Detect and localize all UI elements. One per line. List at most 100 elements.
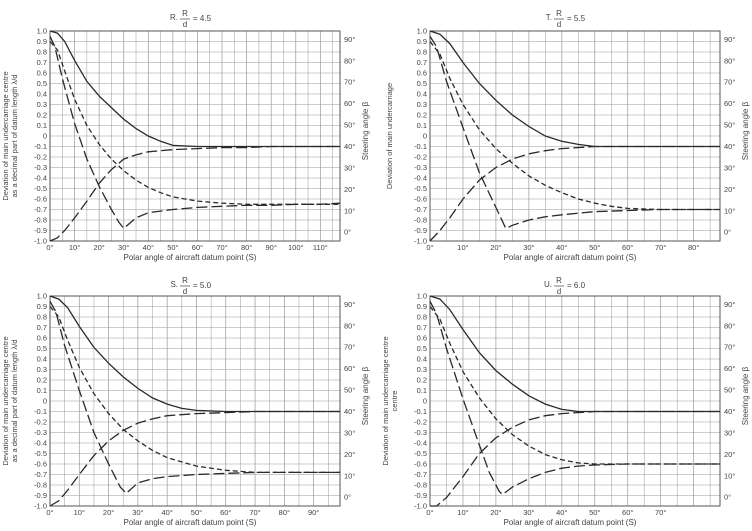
y-tick-label: 1.0 — [417, 292, 427, 301]
right-tick-label: 20° — [344, 450, 355, 459]
y-tick-label: 0.8 — [37, 313, 47, 322]
x-tick-label: 60° — [220, 508, 231, 517]
x-tick-label: 40° — [161, 508, 172, 517]
y-tick-label: 0.7 — [37, 323, 47, 332]
y-tick-label: -0.4 — [34, 174, 47, 183]
y-tick-label: -0.1 — [34, 407, 47, 416]
y-tick-label: 0.7 — [37, 58, 47, 67]
y-tick-label: -0.8 — [34, 216, 47, 225]
x-tick-label: 60° — [192, 243, 203, 252]
right-tick-label: 60° — [724, 364, 735, 373]
right-axis-label: Steering angle β — [741, 366, 750, 425]
y-tick-label: -1.0 — [414, 237, 427, 246]
x-tick-label: 70° — [655, 243, 666, 252]
right-tick-label: 30° — [344, 428, 355, 437]
y-axis-label-line: Deviation of main undercarriage centre — [1, 71, 10, 200]
y-tick-label: 0.8 — [417, 313, 427, 322]
y-tick-label: 0.3 — [417, 365, 427, 374]
right-axis-label: Steering angle β — [361, 101, 370, 160]
right-tick-label: 10° — [344, 206, 355, 215]
x-tick-label: 100° — [288, 243, 304, 252]
y-tick-label: -0.9 — [34, 491, 47, 500]
x-tick-label: 20° — [103, 508, 114, 517]
y-tick-label: 0.2 — [417, 376, 427, 385]
x-tick-label: 80° — [279, 508, 290, 517]
right-tick-label: 30° — [724, 163, 735, 172]
y-tick-label: -0.1 — [414, 142, 427, 151]
x-tick-label: 0° — [46, 508, 53, 517]
x-tick-label: 40° — [143, 243, 154, 252]
x-tick-label: 0° — [426, 243, 433, 252]
y-tick-label: 0.6 — [417, 69, 427, 78]
right-tick-label: 0° — [344, 228, 351, 237]
right-tick-label: 0° — [724, 493, 731, 502]
right-tick-label: 40° — [344, 142, 355, 151]
y-tick-label: -0.8 — [34, 481, 47, 490]
ratio-numerator: R — [182, 9, 188, 18]
y-tick-label: 0.2 — [417, 111, 427, 120]
x-tick-label: 20° — [490, 243, 501, 252]
y-tick-label: -0.6 — [414, 195, 427, 204]
y-tick-label: -0.4 — [414, 174, 427, 183]
y-tick-label: 0.3 — [417, 100, 427, 109]
right-tick-label: 60° — [724, 99, 735, 108]
y-tick-label: 0.4 — [417, 355, 427, 364]
x-tick-label: 110° — [313, 243, 328, 252]
right-tick-label: 70° — [344, 78, 355, 87]
y-axis-label-line: Deviation of main undercarriage centre — [381, 336, 390, 465]
y-tick-label: 0.1 — [37, 386, 47, 395]
plot-frame — [49, 30, 341, 242]
series-line-2 — [49, 306, 340, 474]
right-tick-label: 50° — [724, 386, 735, 395]
y-axis-label-line: as a decimal part of datum length λ/d — [10, 75, 19, 198]
right-tick-label: 20° — [724, 185, 735, 194]
x-tick-label: 50° — [191, 508, 202, 517]
x-tick-label: 80° — [241, 243, 252, 252]
ratio-numerator: R — [556, 9, 562, 18]
y-axis-label-line: Deviation of main undercarriage — [385, 83, 394, 189]
ratio-value: = 5.0 — [193, 281, 212, 290]
right-tick-label: 50° — [344, 121, 355, 130]
x-tick-label: 30° — [118, 243, 129, 252]
y-tick-label: 0.1 — [417, 121, 427, 130]
x-tick-label: 20° — [490, 508, 501, 517]
right-tick-label: 40° — [724, 142, 735, 151]
y-tick-label: 0.9 — [37, 37, 47, 46]
y-tick-label: 0 — [43, 132, 47, 141]
ratio-numerator: R — [556, 276, 562, 285]
chart-panel-2: 1.00.90.80.70.60.50.40.30.20.10-0.1-0.2-… — [385, 9, 750, 262]
x-tick-label: 90° — [308, 508, 319, 517]
y-tick-label: -0.7 — [414, 205, 427, 214]
right-tick-label: 70° — [724, 78, 735, 87]
y-tick-label: 0.9 — [417, 37, 427, 46]
right-tick-label: 10° — [724, 206, 735, 215]
ratio-denominator: d — [183, 287, 187, 296]
y-tick-label: -0.6 — [414, 460, 427, 469]
y-tick-label: -0.5 — [414, 449, 427, 458]
y-tick-label: -0.3 — [414, 428, 427, 437]
chart-panel-4: 1.00.90.80.70.60.50.40.30.20.10-0.1-0.2-… — [381, 276, 750, 527]
right-tick-label: 10° — [724, 471, 735, 480]
series-line-3 — [49, 36, 341, 230]
series-line-2 — [429, 41, 720, 211]
y-tick-label: -0.8 — [414, 216, 427, 225]
y-tick-label: 0.3 — [37, 100, 47, 109]
y-tick-label: -0.3 — [414, 163, 427, 172]
x-axis-label: Polar angle of aircraft datum point (S) — [504, 253, 637, 262]
x-tick-label: 0° — [426, 508, 433, 517]
y-tick-label: -0.9 — [414, 491, 427, 500]
right-tick-label: 20° — [344, 185, 355, 194]
x-tick-label: 30° — [132, 508, 143, 517]
y-axis-label-line: Deviation of main undercarriage centre — [1, 336, 10, 465]
right-tick-label: 90° — [344, 35, 355, 44]
x-tick-label: 40° — [556, 508, 567, 517]
chart-title-prefix: S. — [170, 280, 178, 289]
right-tick-label: 30° — [344, 163, 355, 172]
y-tick-label: -0.4 — [414, 439, 427, 448]
plot-frame — [429, 30, 721, 242]
series-line-4 — [430, 410, 720, 507]
right-tick-label: 30° — [724, 428, 735, 437]
y-tick-label: -1.0 — [414, 502, 427, 511]
y-tick-label: -0.7 — [34, 205, 47, 214]
y-tick-label: -0.4 — [34, 439, 47, 448]
